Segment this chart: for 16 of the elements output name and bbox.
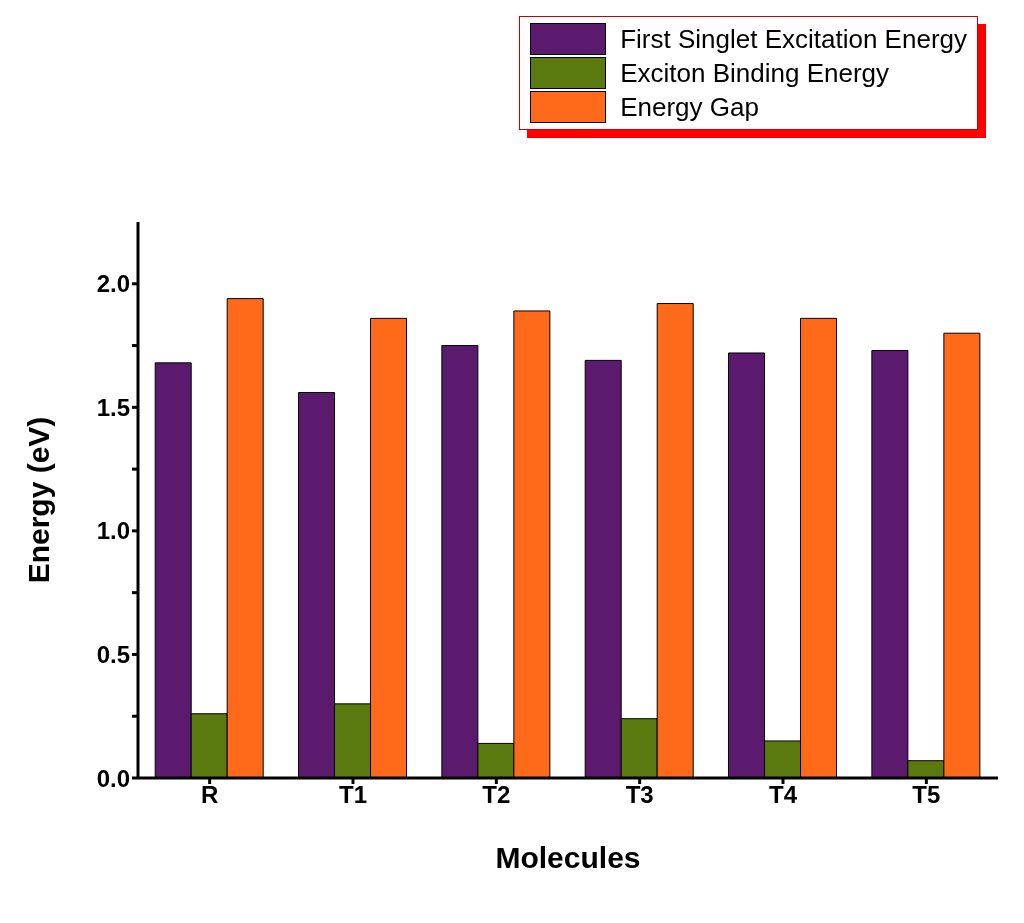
- x-tick-label: T4: [768, 781, 798, 809]
- x-tick-label: T5: [912, 781, 941, 809]
- y-tick-label: 1.0: [96, 517, 130, 545]
- legend-label: First Singlet Excitation Energy: [620, 23, 967, 55]
- x-tick-label: T3: [625, 781, 654, 809]
- y-tick-label: 0.5: [96, 640, 130, 668]
- y-tick-label: 0.0: [96, 764, 130, 792]
- x-tick-label: R: [200, 781, 219, 809]
- y-tick-label: 2.0: [96, 270, 130, 298]
- legend-label: Energy Gap: [620, 91, 759, 123]
- y-axis-title: Energy (eV): [21, 416, 55, 584]
- y-tick-label: 1.5: [96, 393, 130, 421]
- x-tick-label: T2: [482, 781, 511, 809]
- legend-label: Exciton Binding Energy: [620, 57, 890, 89]
- x-tick-label: T1: [338, 781, 368, 809]
- x-axis-title: Molecules: [495, 841, 641, 874]
